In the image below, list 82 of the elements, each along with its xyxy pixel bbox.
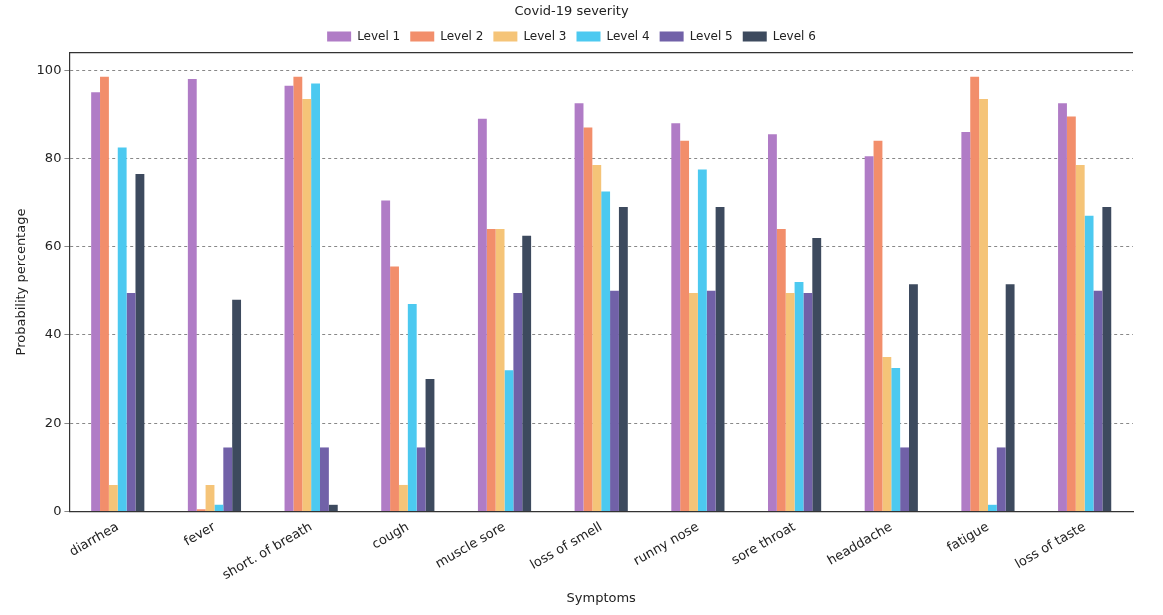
bar [223, 447, 233, 511]
bar [214, 504, 224, 511]
bar [1075, 165, 1085, 511]
bar [1093, 290, 1103, 511]
bar [522, 235, 532, 511]
bar [293, 76, 303, 511]
bar [618, 207, 628, 511]
bar [108, 484, 118, 511]
bar [1005, 284, 1015, 511]
bar [1066, 116, 1076, 511]
bar [873, 140, 883, 511]
bar [311, 83, 320, 511]
bar [979, 98, 988, 511]
bar [864, 156, 874, 511]
bar [495, 229, 505, 511]
bar [689, 293, 698, 511]
bar [987, 504, 997, 511]
legend-label: Level 3 [523, 28, 567, 43]
bar [1102, 207, 1112, 511]
bar [407, 304, 417, 511]
y-tick-label: 60 [44, 238, 62, 254]
bar [477, 118, 487, 511]
bar [882, 357, 892, 511]
bar [803, 293, 813, 511]
bar [513, 293, 523, 511]
bar [1058, 103, 1067, 511]
y-axis-title: Probability percentage [13, 208, 29, 356]
y-tick-label: 80 [44, 149, 62, 165]
bar [715, 207, 725, 511]
bar [416, 447, 426, 511]
bar [900, 447, 909, 511]
legend-title: Covid-19 severity [514, 2, 629, 18]
y-tick-label: 0 [53, 502, 62, 518]
bar [126, 293, 136, 511]
y-tick-label: 20 [44, 414, 62, 430]
bar [486, 229, 496, 511]
bar [398, 484, 408, 511]
legend-label: Level 5 [689, 28, 733, 43]
bar [284, 85, 294, 511]
bar [891, 368, 901, 511]
bar [135, 173, 145, 511]
bar [504, 370, 514, 511]
bar [91, 92, 101, 511]
legend-label: Level 1 [357, 28, 401, 43]
bar [320, 447, 329, 511]
bar [812, 237, 822, 511]
bar [697, 169, 707, 511]
legend-label: Level 2 [440, 28, 484, 43]
bar [768, 134, 777, 511]
y-tick-label: 40 [44, 326, 62, 342]
bar [117, 147, 127, 511]
bar [776, 229, 786, 511]
x-tick-label: loss of taste [1012, 518, 1088, 572]
bar [610, 290, 619, 511]
bar [961, 132, 971, 511]
bar [100, 76, 109, 511]
bar [706, 290, 716, 511]
legend-label: Level 6 [772, 28, 816, 43]
x-tick-label: fever [181, 518, 219, 549]
bar [680, 140, 690, 511]
bar [592, 165, 602, 511]
bar [785, 293, 795, 511]
bar [996, 447, 1006, 511]
bar [601, 191, 611, 511]
bar [232, 299, 242, 511]
bar [425, 379, 435, 511]
bar [794, 282, 804, 511]
bar [390, 266, 399, 511]
bar [1084, 215, 1094, 511]
bar [302, 98, 312, 511]
y-tick-label: 100 [36, 61, 62, 77]
legend-label: Level 4 [606, 28, 650, 43]
bar [583, 127, 593, 511]
bar [205, 484, 215, 511]
bar [187, 79, 197, 511]
bar [328, 504, 338, 511]
bar [671, 123, 681, 511]
bar [970, 76, 980, 511]
bar [574, 103, 584, 511]
bar [909, 284, 918, 511]
x-axis-title: Symptoms [566, 589, 637, 605]
bar [381, 200, 391, 511]
